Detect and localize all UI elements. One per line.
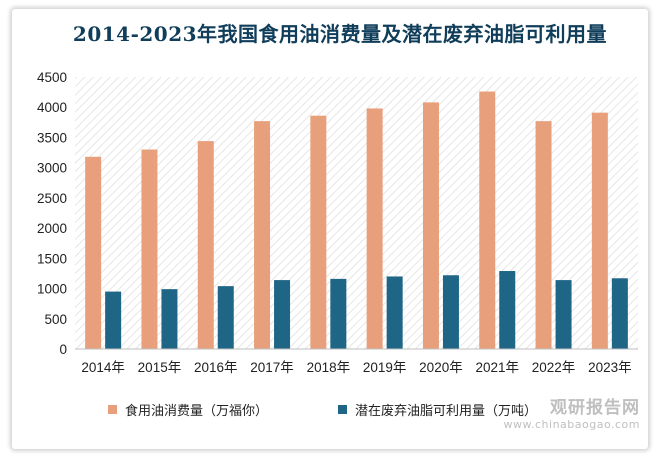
bar-consumption-3 [254,121,271,349]
y-tick-label: 3000 [37,161,67,176]
legend-item-consumption: 食用油消费量（万福你） [108,400,268,419]
watermark-sub: www.chinabaogao.com [503,418,640,431]
x-tick-label: 2023年 [588,360,632,375]
bar-consumption-7 [479,91,496,350]
bar-consumption-1 [141,149,158,349]
bar-waste-oil-0 [105,291,122,349]
y-tick-label: 1500 [37,251,67,266]
y-tick-label: 4000 [37,100,67,115]
bar-consumption-2 [197,141,214,349]
bars [85,91,628,350]
bar-consumption-6 [422,102,439,350]
legend: 食用油消费量（万福你） 潜在废弃油脂可利用量（万吨） [88,398,628,419]
y-axis: 0 500 1000 1500 2000 2500 3000 3500 4000 4500 [37,70,67,357]
bar-waste-oil-9 [611,278,628,349]
plot-area [75,77,638,349]
bar-consumption-8 [535,121,552,349]
bar-waste-oil-2 [217,286,234,349]
x-tick-label: 2019年 [363,360,407,375]
y-tick-label: 2500 [37,191,67,206]
legend-item-waste-oil: 潜在废弃油脂可利用量（万吨） [338,400,537,419]
x-tick-label: 2015年 [138,360,182,375]
bar-consumption-5 [366,108,383,349]
legend-label-waste-oil: 潜在废弃油脂可利用量（万吨） [355,404,538,419]
x-tick-label: 2018年 [307,360,351,375]
chart-title: 2014-2023年我国食用油消费量及潜在废弃油脂可利用量 [72,22,608,46]
x-tick-label: 2021年 [475,360,519,375]
y-tick-label: 500 [44,312,67,327]
legend-swatch-consumption [108,405,117,414]
x-axis: 2014年 2015年 2016年 2017年 2018年 2019年 2020年 2021年… [75,348,638,375]
bar-consumption-4 [310,115,327,349]
x-tick-label: 2017年 [250,360,294,375]
x-tick-label: 2014年 [81,360,125,375]
y-tick-label: 4500 [37,70,67,85]
y-tick-label: 3500 [37,130,67,145]
bar-waste-oil-3 [274,280,291,349]
bar-waste-oil-1 [161,289,178,349]
watermark-main: 观研报告网 [550,398,640,418]
bar-consumption-0 [85,156,102,349]
bar-waste-oil-8 [555,280,572,349]
watermark: 观研报告网 www.chinabaogao.com [504,393,640,431]
y-tick-label: 0 [59,342,67,357]
bar-waste-oil-4 [330,278,347,349]
y-tick-label: 2000 [37,221,67,236]
x-tick-label: 2020年 [419,360,463,375]
y-tick-label: 1000 [37,282,67,297]
bar-waste-oil-7 [499,271,516,349]
x-tick-label: 2016年 [194,360,238,375]
x-tick-label: 2022年 [532,360,576,375]
legend-label-consumption: 食用油消费量（万福你） [125,404,269,419]
bar-waste-oil-5 [386,276,403,349]
legend-swatch-waste-oil [338,405,347,414]
bar-consumption-9 [591,112,608,349]
bar-waste-oil-6 [442,275,459,349]
